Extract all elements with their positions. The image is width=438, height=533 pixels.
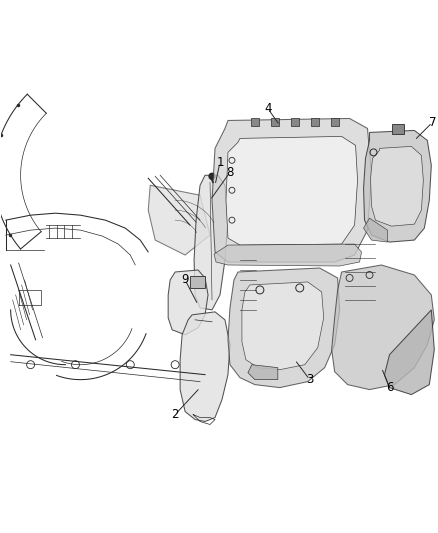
Bar	[291, 118, 299, 126]
Bar	[190, 276, 205, 288]
Polygon shape	[180, 312, 230, 422]
Bar	[331, 118, 339, 126]
Text: 3: 3	[306, 373, 314, 386]
Polygon shape	[242, 282, 324, 370]
Bar	[251, 118, 259, 126]
Text: 8: 8	[226, 166, 233, 179]
Polygon shape	[214, 244, 361, 266]
Text: 7: 7	[428, 116, 436, 129]
Polygon shape	[364, 131, 431, 242]
Text: 9: 9	[181, 273, 189, 286]
Polygon shape	[228, 268, 339, 387]
Text: 1: 1	[216, 156, 224, 169]
Polygon shape	[194, 175, 228, 310]
Polygon shape	[332, 265, 434, 390]
Polygon shape	[148, 185, 210, 255]
Polygon shape	[248, 365, 278, 379]
Polygon shape	[226, 136, 357, 245]
Polygon shape	[212, 118, 371, 262]
Polygon shape	[385, 310, 434, 394]
Polygon shape	[168, 270, 208, 335]
Circle shape	[209, 173, 215, 179]
Bar	[271, 118, 279, 126]
Text: 6: 6	[386, 381, 393, 394]
Text: 4: 4	[264, 102, 272, 115]
Polygon shape	[371, 147, 424, 226]
Polygon shape	[364, 218, 388, 242]
Text: 2: 2	[171, 408, 179, 421]
Bar	[311, 118, 319, 126]
Bar	[392, 124, 404, 134]
